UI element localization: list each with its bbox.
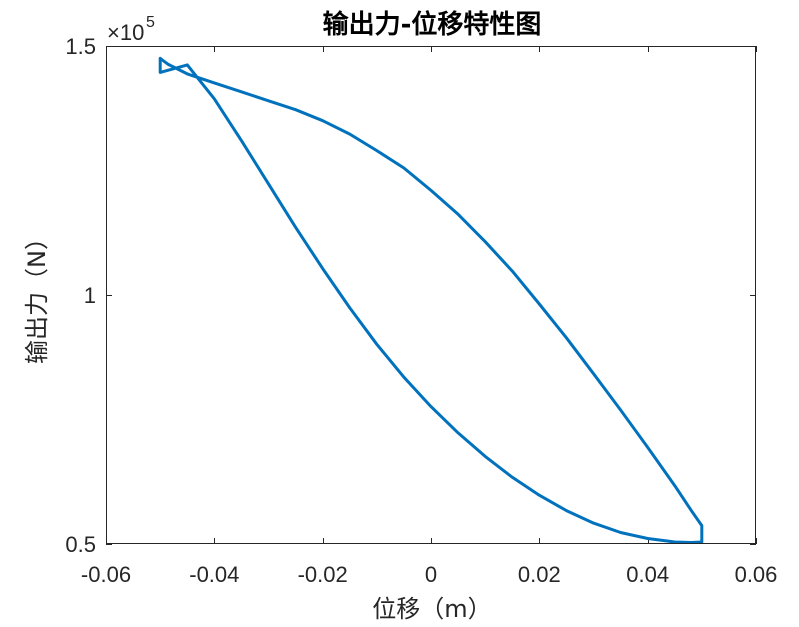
x-tick-label: 0.06 xyxy=(735,562,778,587)
axis-tick-labels: -0.06 -0.04 -0.02 0 0.02 0.04 0.06 0.5 1 1.5 xyxy=(65,34,777,587)
x-tick-label: -0.06 xyxy=(81,562,131,587)
y-tick-label: 0.5 xyxy=(65,532,96,557)
y-tick-label: 1.5 xyxy=(65,34,96,59)
y-tick-label: 1 xyxy=(84,283,96,308)
plot-frame xyxy=(106,46,756,544)
x-tick-label: 0 xyxy=(425,562,437,587)
chart-title: 输出力-位移特性图 xyxy=(323,9,542,40)
x-tick-label: 0.02 xyxy=(518,562,561,587)
x-tick-label: -0.02 xyxy=(298,562,348,587)
y-axis-label: 输出力（N） xyxy=(23,226,51,364)
y-axis-exponent: ×10 5 xyxy=(107,14,155,45)
force-displacement-curve xyxy=(158,56,704,544)
y-axis-exponent-power: 5 xyxy=(146,14,155,31)
y-axis-exponent-base: ×10 xyxy=(107,20,144,45)
x-tick-label: 0.04 xyxy=(626,562,669,587)
x-axis-label: 位移（m） xyxy=(372,595,491,623)
x-tick-label: -0.04 xyxy=(189,562,239,587)
plot-area xyxy=(106,46,756,544)
